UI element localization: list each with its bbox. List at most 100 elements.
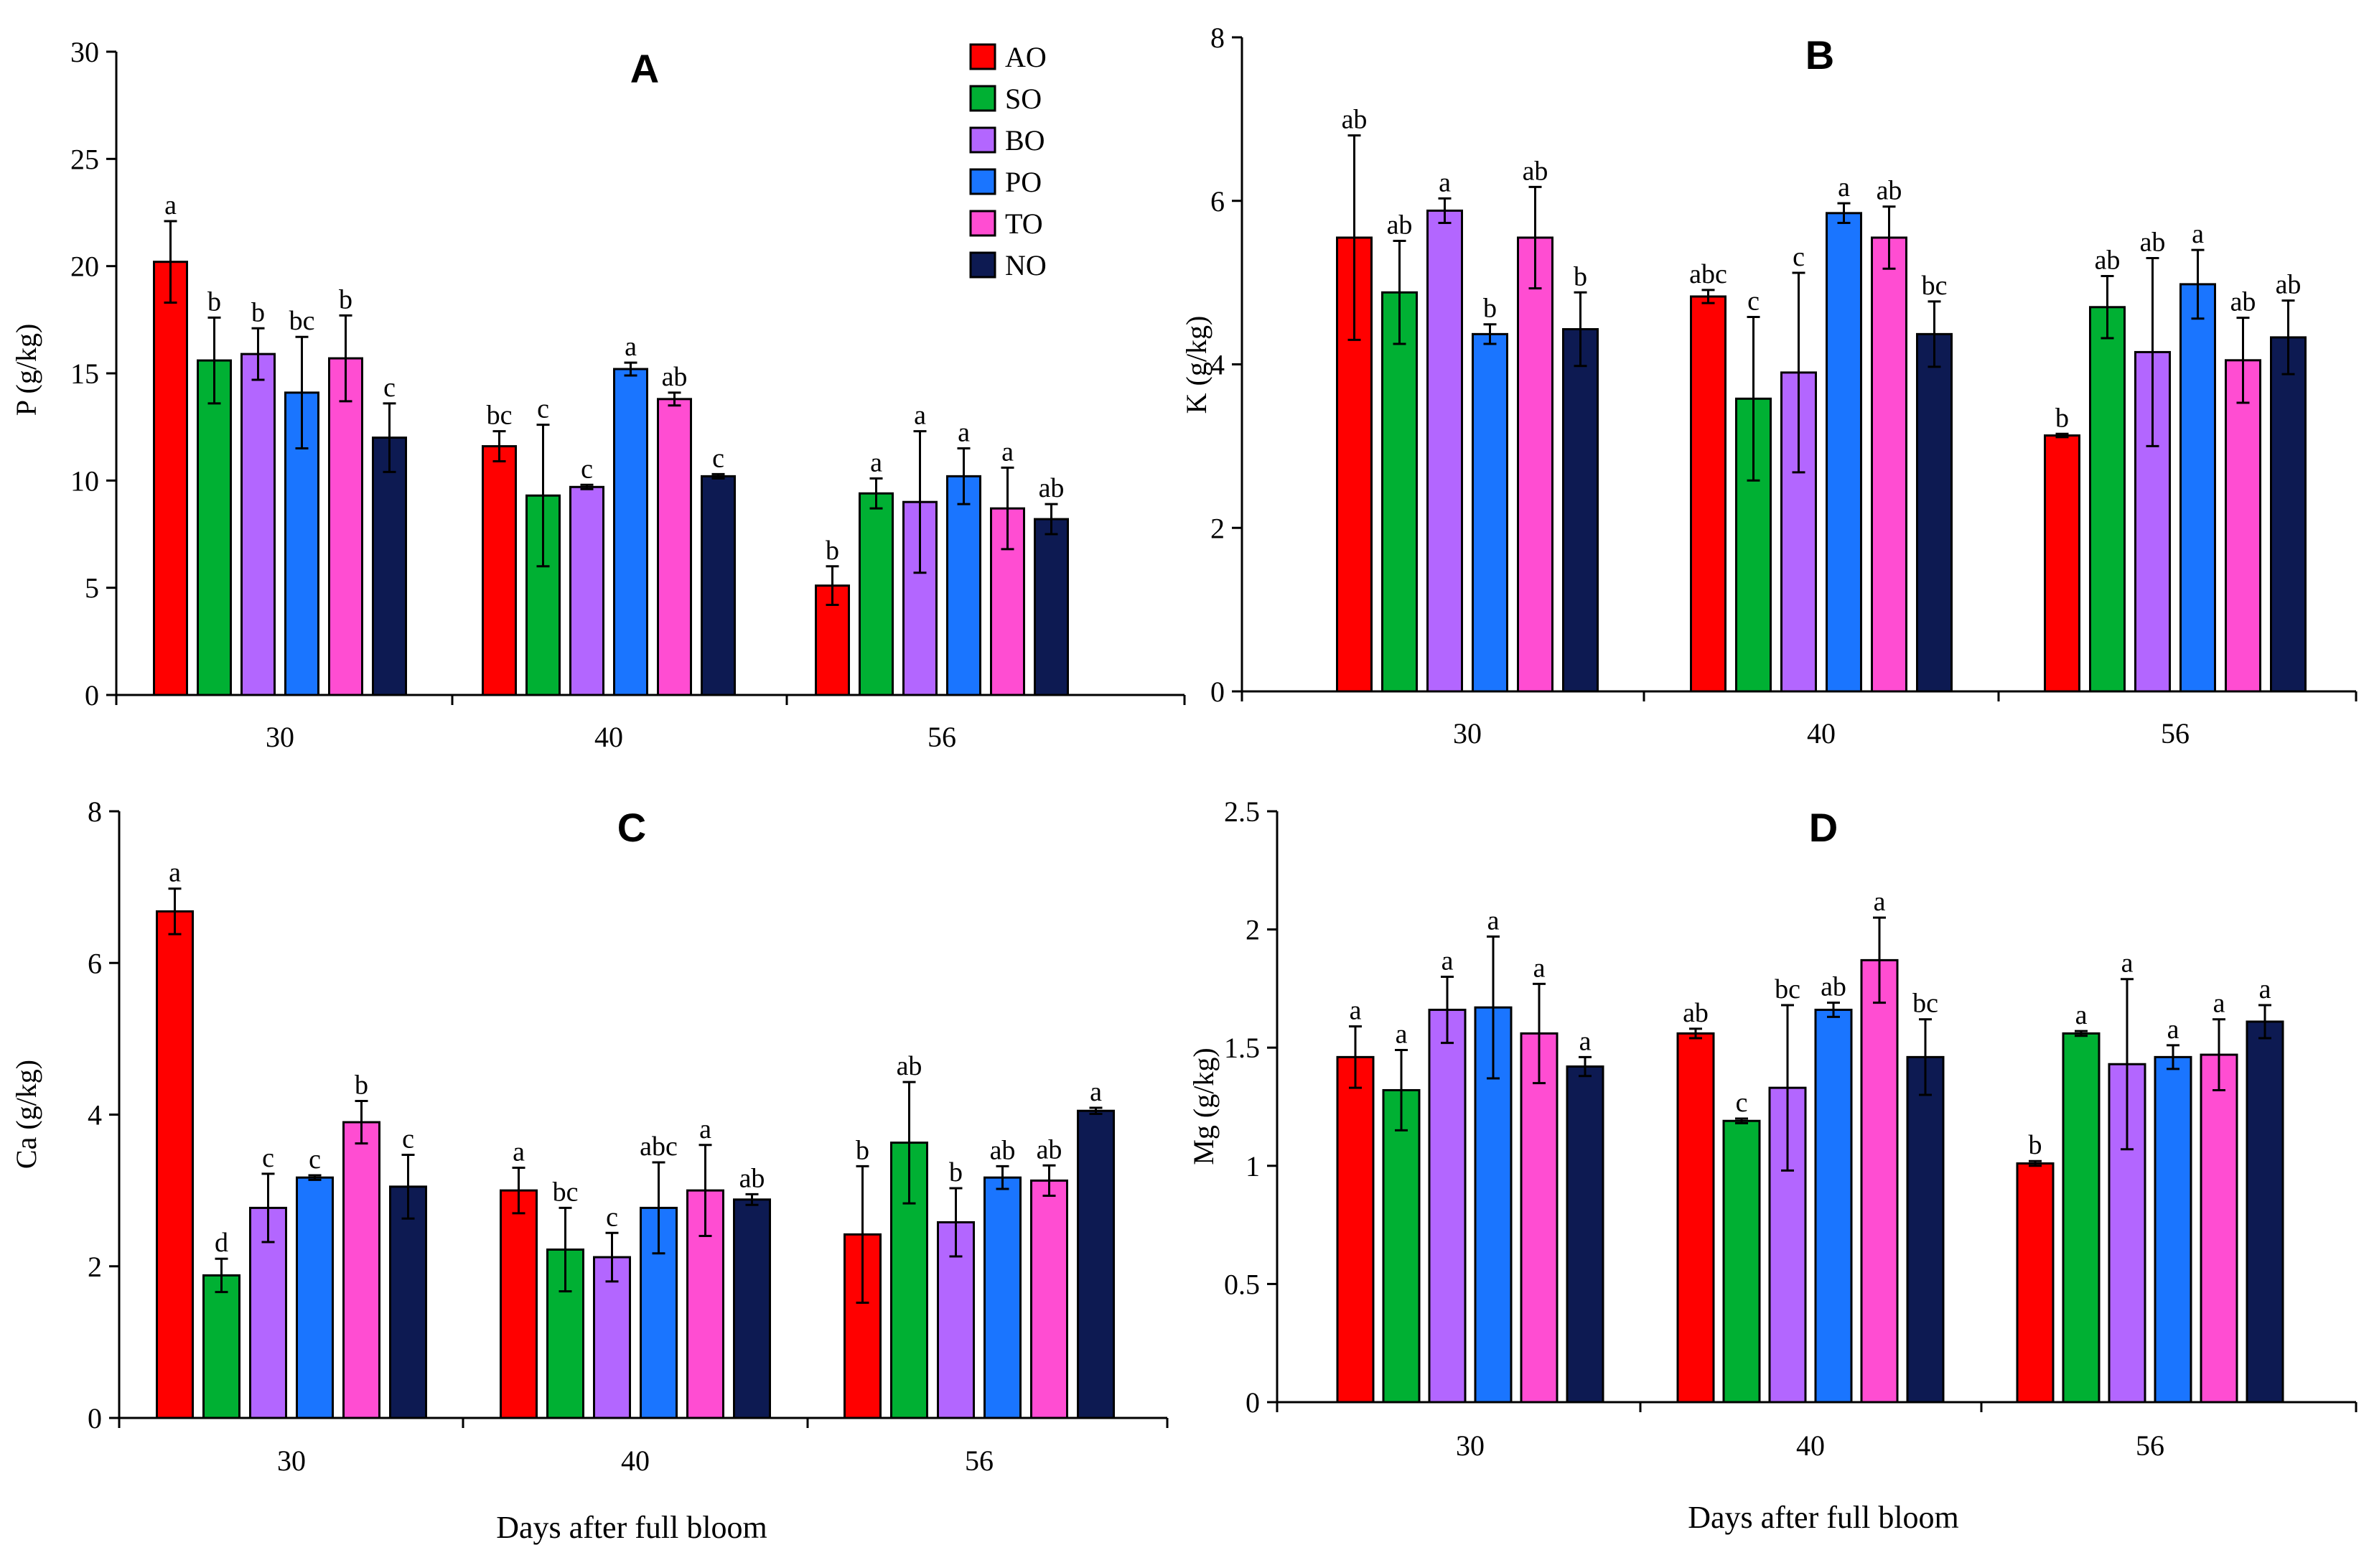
bar-no-56 [1034, 518, 1069, 696]
x-tick-label: 30 [1453, 717, 1482, 750]
bar-to-30 [342, 1121, 380, 1419]
significance-label: b [826, 536, 839, 566]
significance-label: a [1838, 172, 1850, 202]
significance-label: ab [2276, 270, 2302, 300]
significance-label: ab [2095, 246, 2121, 276]
significance-label: ab [1387, 210, 1413, 241]
significance-label: b [339, 284, 352, 314]
x-tick-label: 56 [2161, 717, 2190, 750]
y-tick-label: 8 [1210, 22, 1225, 54]
bar-so-56 [2089, 306, 2126, 693]
bar-ao-56 [2044, 434, 2080, 693]
y-tick-label: 2.5 [1224, 795, 1260, 828]
significance-label: a [2167, 1014, 2179, 1045]
x-tick-label: 56 [927, 721, 956, 753]
x-axis-title-panel-c: Days after full bloom [496, 1510, 767, 1545]
bar-ao-30 [153, 261, 188, 696]
significance-label: a [1579, 1026, 1592, 1056]
y-tick-label: 25 [70, 143, 99, 175]
significance-label: a [699, 1114, 711, 1144]
bar-so-30 [197, 359, 232, 696]
significance-label: ab [662, 362, 688, 392]
significance-label: b [2055, 403, 2069, 433]
significance-label: c [537, 394, 549, 424]
bar-to-40 [1860, 958, 1899, 1404]
significance-label: a [2259, 974, 2271, 1004]
legend-swatch-ao [969, 43, 996, 70]
legend-swatch-no [969, 251, 996, 279]
y-tick-label: 1 [1246, 1150, 1260, 1182]
significance-label: a [870, 447, 882, 477]
significance-label: a [2192, 219, 2204, 249]
y-tick-label: 0.5 [1224, 1268, 1260, 1300]
significance-label: a [1439, 167, 1451, 197]
significance-label: ab [1523, 156, 1548, 186]
legend-swatch-po [969, 168, 996, 195]
bar-po-30 [1472, 332, 1508, 693]
bar-to-30 [328, 357, 363, 696]
significance-label: bc [289, 306, 315, 336]
significance-label: a [1350, 996, 1362, 1026]
significance-label: b [949, 1157, 963, 1187]
x-tick-label: 40 [621, 1445, 650, 1477]
bar-so-56 [859, 492, 894, 696]
significance-label: c [383, 373, 396, 403]
panel-title: A [630, 46, 659, 91]
significance-label: ab [1877, 176, 1902, 206]
significance-label: a [1442, 946, 1454, 976]
bar-to-30 [1520, 1032, 1559, 1404]
significance-label: a [1001, 437, 1014, 467]
bar-po-40 [613, 368, 648, 696]
bar-bo-30 [1426, 209, 1463, 693]
legend-label-to: TO [1005, 207, 1043, 240]
legend-swatch-so [969, 85, 996, 112]
bar-to-56 [1030, 1179, 1068, 1419]
y-axis-title: P (g/kg) [10, 324, 42, 416]
bar-so-30 [1382, 1088, 1421, 1404]
legend-label-no: NO [1005, 249, 1047, 281]
significance-label: bc [1912, 989, 1938, 1019]
bar-no-30 [1566, 1065, 1604, 1404]
legend-swatch-to [969, 210, 996, 237]
bar-po-40 [1814, 1009, 1853, 1404]
significance-label: c [262, 1143, 274, 1173]
bar-to-40 [657, 398, 692, 696]
y-tick-label: 1.5 [1224, 1032, 1260, 1064]
bar-to-30 [1517, 236, 1553, 693]
bar-so-56 [2062, 1032, 2101, 1404]
significance-label: ab [1683, 998, 1709, 1028]
bar-no-30 [389, 1185, 427, 1419]
legend-label-bo: BO [1005, 124, 1045, 157]
significance-label: bc [487, 401, 513, 431]
bar-ao-40 [482, 445, 517, 696]
significance-label: a [1874, 887, 1886, 917]
significance-label: a [1090, 1077, 1102, 1107]
bar-ao-40 [1676, 1032, 1715, 1404]
y-tick-label: 0 [1210, 676, 1225, 708]
significance-label: a [625, 332, 637, 362]
y-tick-label: 10 [70, 465, 99, 497]
bar-ao-56 [2016, 1162, 2055, 1404]
significance-label: d [215, 1228, 228, 1258]
bar-no-56 [2246, 1020, 2284, 1404]
significance-label: c [712, 443, 724, 473]
bar-so-30 [202, 1274, 240, 1419]
y-tick-label: 30 [70, 36, 99, 68]
bar-no-40 [1916, 332, 1953, 693]
y-tick-label: 0 [85, 679, 99, 711]
bar-ao-40 [500, 1189, 538, 1419]
significance-label: ab [1342, 105, 1368, 135]
panel-title: B [1805, 32, 1834, 78]
bar-bo-40 [593, 1256, 631, 1419]
significance-label: ab [990, 1135, 1016, 1165]
y-tick-label: 4 [88, 1099, 102, 1131]
x-axis-title-panel-d: Days after full bloom [1688, 1500, 1959, 1535]
y-axis-title: K (g/kg) [1180, 316, 1212, 414]
significance-label: a [2213, 989, 2225, 1019]
significance-label: ab [1039, 473, 1065, 503]
significance-label: ab [897, 1051, 922, 1081]
y-tick-label: 15 [70, 358, 99, 390]
y-tick-label: 4 [1210, 349, 1225, 381]
